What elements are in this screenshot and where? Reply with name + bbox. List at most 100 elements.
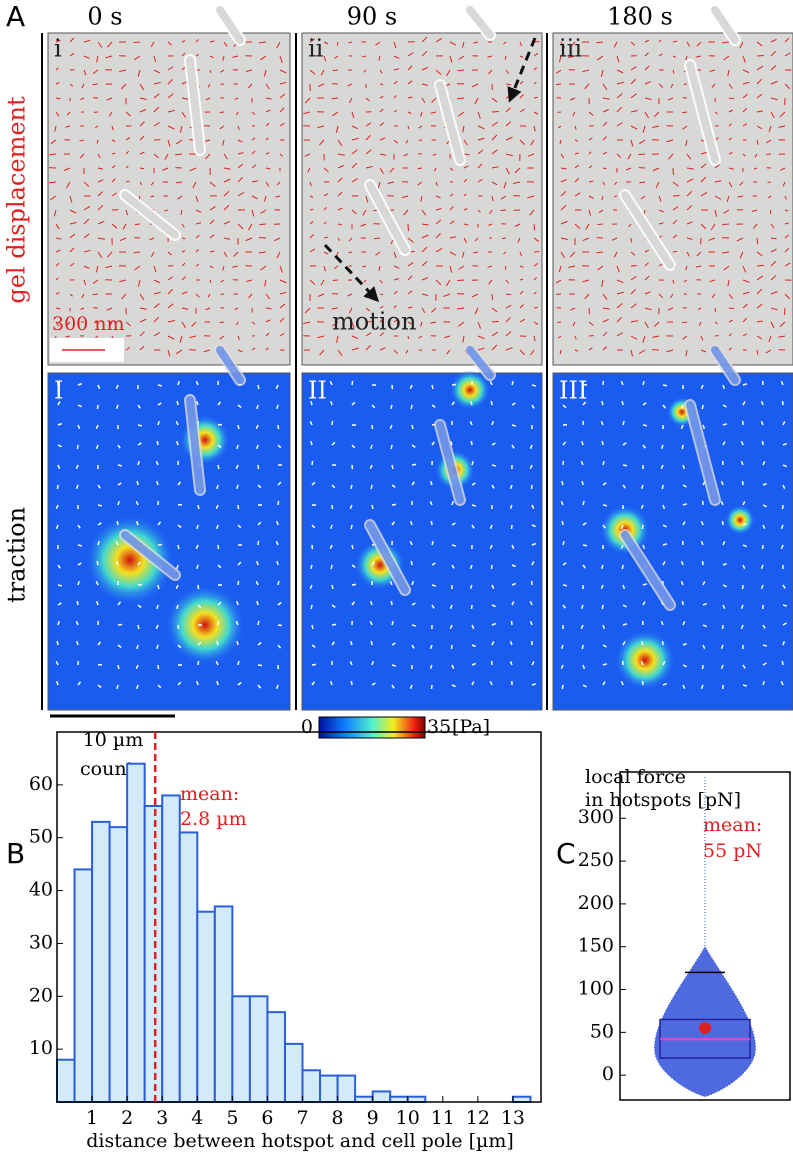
displacement-vector (265, 347, 269, 351)
displacement-vector (139, 293, 145, 301)
displacement-vector (49, 195, 57, 201)
traction-vector (350, 680, 353, 686)
displacement-vector (695, 265, 702, 268)
traction-vector (57, 620, 60, 626)
displacement-vector (234, 97, 239, 100)
traction-vector (722, 541, 726, 546)
displacement-vector (588, 151, 592, 155)
displacement-vector (69, 83, 74, 87)
bar (283, 1042, 304, 1104)
x-tick-label: 7 (296, 1107, 308, 1129)
displacement-vector (309, 248, 316, 253)
displacement-vector (223, 237, 231, 240)
traction-vector (742, 522, 747, 526)
traction-vector (580, 624, 584, 629)
displacement-image (47, 32, 291, 366)
displacement-vector (714, 180, 722, 183)
traction-vector (451, 564, 455, 569)
traction-vector (411, 624, 417, 627)
displacement-vector (96, 55, 99, 63)
hotspot (165, 585, 245, 665)
displacement-vector (602, 108, 609, 113)
displacement-vector (108, 111, 113, 117)
displacement-vector (279, 317, 285, 323)
displacement-vector (727, 279, 730, 287)
traction-vector (431, 604, 435, 609)
traction-vector (660, 621, 664, 626)
cell-inner (216, 346, 244, 384)
displacement-vector (111, 165, 116, 169)
displacement-vector (477, 347, 485, 351)
displacement-vector (471, 293, 479, 298)
displacement-vector (279, 107, 285, 113)
traction-vector (391, 464, 394, 470)
bar (196, 910, 216, 1104)
displacement-vector (462, 125, 465, 133)
mean-label: mean: (703, 814, 762, 836)
displacement-vector (223, 178, 231, 183)
displacement-vector (644, 65, 650, 71)
displacement-vector (139, 307, 147, 310)
traction-vector (331, 604, 336, 608)
displacement-vector (582, 279, 590, 283)
displacement-vector (683, 279, 688, 283)
displacement-vector (79, 153, 85, 159)
traction-vector (601, 440, 604, 446)
displacement-vector (162, 167, 169, 171)
traction-vector (216, 640, 219, 646)
displacement-vector (379, 137, 386, 141)
traction-vector (682, 503, 688, 506)
traction-vector (411, 602, 416, 606)
displacement-vector (770, 307, 778, 311)
displacement-vector (533, 306, 538, 309)
displacement-vector (449, 236, 456, 239)
displacement-vector (670, 293, 674, 299)
traction-vector (97, 504, 103, 507)
displacement-vector (209, 69, 212, 74)
displacement-vector (337, 164, 345, 169)
displacement-vector (602, 121, 608, 127)
displacement-vector (332, 321, 339, 327)
displacement-vector (251, 111, 256, 115)
displacement-vector (195, 249, 199, 253)
displacement-vector (742, 265, 747, 273)
traction-vector (601, 400, 604, 406)
displacement-image (552, 32, 793, 366)
displacement-vector (164, 153, 169, 160)
displacement-vector (317, 83, 325, 88)
displacement-vector (742, 55, 746, 63)
displacement-vector (348, 307, 353, 314)
traction-vector (277, 500, 280, 506)
traction-vector (349, 504, 353, 509)
cell-inner (121, 191, 179, 239)
displacement-vector (351, 347, 359, 351)
displacement-vector (628, 223, 632, 228)
traction-vector (351, 583, 357, 586)
displacement-vector (237, 139, 243, 143)
displacement-vector (559, 349, 562, 355)
displacement-vector (417, 181, 423, 186)
displacement-vector (331, 307, 339, 310)
displacement-vector (323, 221, 327, 225)
displacement-vector (189, 335, 197, 338)
displacement-vector (363, 69, 367, 73)
traction-vector (137, 442, 142, 446)
displacement-vector (373, 237, 381, 240)
traction-vector (155, 624, 159, 629)
displacement-vector (153, 279, 161, 284)
displacement-vector (779, 111, 786, 118)
displacement-vector (80, 307, 85, 310)
displacement-vector (658, 222, 664, 225)
displacement-vector (471, 83, 479, 88)
traction-vector (509, 641, 513, 646)
displacement-vector (491, 97, 498, 103)
traction-vector (257, 684, 262, 689)
displacement-vector (739, 41, 744, 49)
displacement-vector (153, 265, 157, 273)
displacement-vector (153, 303, 160, 309)
displacement-vector (133, 41, 141, 44)
displacement-vector (222, 139, 225, 146)
traction-vector (562, 540, 565, 546)
traction-vector (311, 663, 317, 666)
